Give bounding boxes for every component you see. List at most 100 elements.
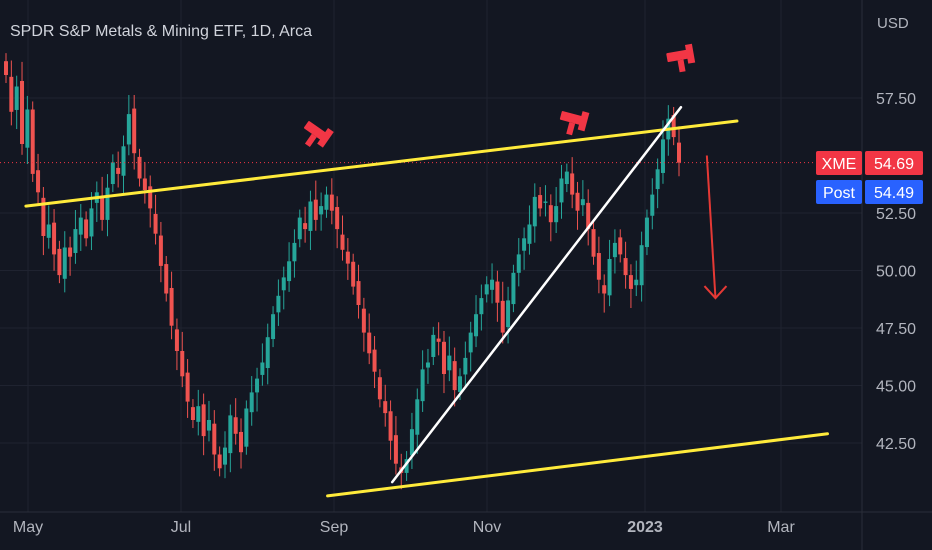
- down-arrow-head: [703, 285, 728, 300]
- candle-body: [180, 351, 185, 377]
- candle-body: [292, 242, 297, 262]
- candle-body: [68, 247, 73, 257]
- candle-body: [340, 234, 345, 250]
- candle-body: [100, 195, 105, 220]
- candle-body: [287, 261, 292, 282]
- candle-body: [308, 201, 313, 231]
- candle-body: [543, 201, 548, 203]
- candle-body: [463, 357, 468, 375]
- candle-body: [206, 420, 211, 431]
- candle-body: [495, 281, 500, 303]
- candle-body: [255, 378, 260, 393]
- hammer-face: [684, 43, 696, 64]
- candle-body: [25, 109, 30, 148]
- candle-body: [233, 417, 238, 434]
- candle-body: [41, 197, 46, 236]
- candle-body: [677, 142, 681, 163]
- candle-body: [415, 399, 420, 435]
- x-tick-label: Nov: [473, 519, 501, 536]
- x-tick-label: Mar: [767, 519, 795, 536]
- candle-body: [158, 235, 163, 266]
- candle-body: [324, 194, 329, 210]
- candle-body: [377, 377, 382, 400]
- candle-body: [174, 329, 179, 351]
- hammer-handle: [304, 133, 317, 148]
- candle-body: [367, 332, 372, 354]
- candle-body: [660, 139, 665, 173]
- price-tag-label-box: [816, 180, 862, 204]
- wedge-trendline: [390, 105, 683, 484]
- candle-body: [121, 146, 126, 176]
- candle-body: [522, 238, 527, 251]
- down-arrow-shaft: [705, 155, 717, 299]
- price-tag-label: XME: [822, 156, 857, 173]
- candle-body: [281, 277, 286, 291]
- candle-body: [388, 411, 393, 441]
- candle-body: [9, 76, 14, 112]
- candle-body: [153, 213, 158, 234]
- candle-body: [196, 406, 201, 422]
- hammer-face: [317, 128, 334, 148]
- x-tick-label: Jul: [171, 519, 191, 536]
- candle-body: [655, 169, 660, 190]
- y-tick-label: 52.50: [876, 206, 916, 223]
- price-tag-value: 54.69: [874, 156, 914, 173]
- price-tag-value-box: [865, 180, 923, 204]
- price-axis[interactable]: 42.50 45.00 47.50 50.00 52.50 57.50: [861, 0, 916, 550]
- candle-body: [89, 208, 94, 237]
- y-tick-label: 42.50: [876, 436, 916, 453]
- candle-body: [126, 114, 131, 145]
- candle-body: [372, 349, 377, 372]
- x-tick-label: Sep: [320, 519, 349, 536]
- candle-body: [490, 279, 495, 290]
- candle-body: [73, 229, 78, 254]
- candle-body: [46, 224, 51, 238]
- candle-body: [110, 162, 115, 185]
- candle-body: [554, 206, 559, 223]
- candle-body: [639, 245, 644, 286]
- candle-body: [239, 431, 244, 453]
- candle-body: [404, 459, 409, 473]
- candle-body: [393, 435, 398, 464]
- candle-body: [361, 308, 366, 333]
- candle-body: [265, 337, 270, 369]
- candle-body: [468, 332, 473, 353]
- candle-body: [116, 167, 121, 174]
- candle-body: [132, 108, 137, 154]
- candle-body: [516, 254, 521, 273]
- candle-body: [612, 242, 617, 258]
- candle-body: [105, 187, 110, 220]
- candle-body: [62, 247, 67, 279]
- candle-body: [596, 253, 601, 280]
- hammer-handle: [677, 59, 686, 73]
- candle-body: [260, 362, 265, 375]
- candle-body: [164, 264, 169, 294]
- candle-body: [532, 196, 537, 227]
- candle-body: [564, 171, 569, 185]
- candle-body: [185, 372, 190, 402]
- candle-body: [217, 454, 222, 469]
- candle-body: [441, 341, 446, 374]
- upper-trendline: [24, 119, 739, 208]
- candle-body: [335, 207, 340, 230]
- candle-body: [527, 224, 532, 244]
- hammer-icon: [559, 111, 590, 136]
- candle-body: [570, 173, 575, 195]
- candle-body: [30, 109, 35, 174]
- hammer-icon: [666, 43, 696, 73]
- time-axis[interactable]: May Jul Sep Nov 2023 Mar: [0, 511, 932, 536]
- price-tags: XME 54.69 Post 54.49: [816, 151, 923, 204]
- candle-body: [329, 194, 334, 211]
- candle-body: [212, 423, 217, 455]
- hammer-icon: [304, 121, 334, 148]
- candle-body: [201, 404, 206, 437]
- candle-body: [190, 407, 195, 420]
- candle-body: [57, 248, 62, 276]
- price-tag-label: Post: [823, 185, 856, 202]
- candle-body: [169, 287, 174, 326]
- candle-body: [425, 362, 430, 368]
- candle-body: [20, 80, 25, 144]
- candle-body: [618, 237, 623, 255]
